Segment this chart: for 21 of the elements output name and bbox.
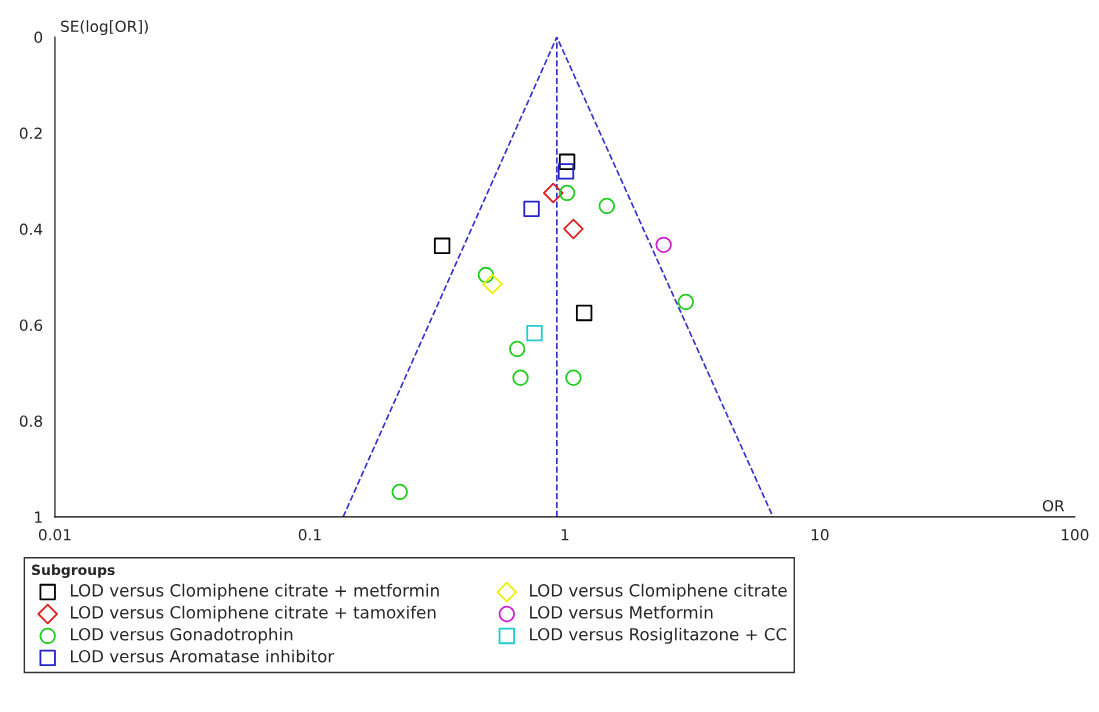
legend-label: LOD versus Clomiphene citrate + metformin bbox=[70, 583, 439, 600]
x-tick-label: 10 bbox=[811, 528, 829, 541]
legend-label: LOD versus Gonadotrophin bbox=[70, 627, 293, 644]
y-tick-label: 1 bbox=[35, 511, 42, 523]
legend-title: Subgroups bbox=[32, 564, 115, 578]
y-tick-label: 0.6 bbox=[19, 319, 43, 331]
legend-label: LOD versus Aromatase inhibitor bbox=[70, 649, 335, 663]
x-axis-title: OR bbox=[1042, 500, 1065, 512]
y-tick-label: 0.4 bbox=[19, 223, 43, 235]
legend-label: LOD versus Metformin bbox=[530, 605, 713, 619]
x-tick-label: 0.1 bbox=[298, 528, 321, 541]
y-tick-label: 0.8 bbox=[19, 415, 43, 427]
y-tick-label: 0.2 bbox=[19, 127, 42, 140]
legend-label: LOD versus Rosiglitazone + CC bbox=[530, 627, 787, 644]
y-tick-label: 0 bbox=[34, 31, 43, 44]
x-tick-label: 1 bbox=[561, 529, 569, 541]
x-tick-label: 100 bbox=[1061, 528, 1089, 541]
legend-label: LOD versus Clomiphene citrate + tamoxifen bbox=[70, 605, 436, 622]
y-axis-title: SE(log[OR]) bbox=[61, 20, 148, 36]
legend-label: LOD versus Clomiphene citrate bbox=[530, 583, 787, 600]
x-tick-label: 0.01 bbox=[38, 528, 71, 541]
